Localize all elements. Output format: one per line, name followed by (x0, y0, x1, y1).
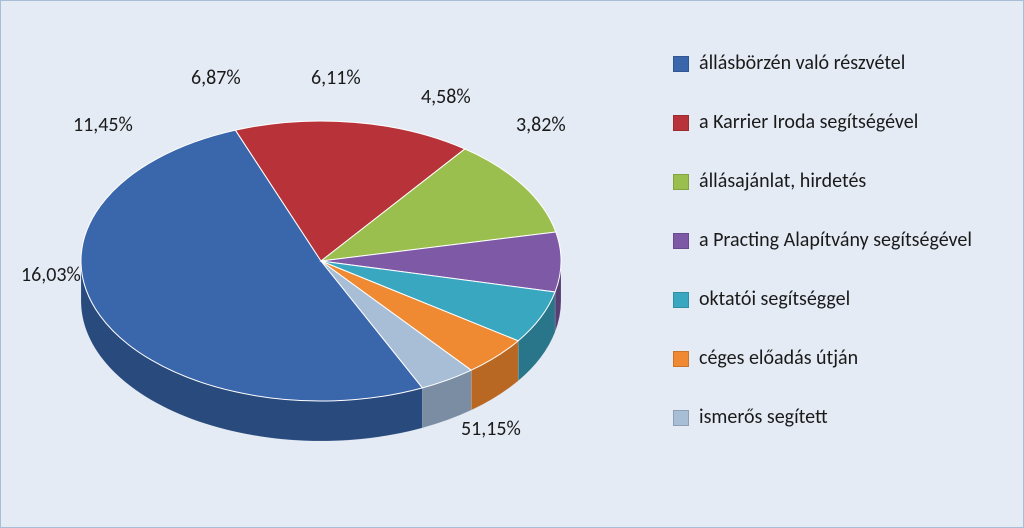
legend-marker (673, 292, 689, 308)
legend-label: oktatói segítséggel (699, 287, 850, 312)
legend-label: ismerős segített (699, 405, 828, 430)
pie-slice-label: 6,11% (311, 66, 361, 90)
legend-marker (673, 174, 689, 190)
legend: állásbörzén való részvétel a Karrier Irod… (673, 51, 983, 464)
legend-label: állásajánlat, hirdetés (699, 169, 866, 194)
legend-marker (673, 115, 689, 131)
pie-slice-label: 6,87% (191, 66, 241, 90)
legend-marker (673, 56, 689, 72)
legend-label: a Karrier Iroda segítségével (699, 110, 918, 135)
legend-label: állásbörzén való részvétel (699, 51, 905, 76)
legend-marker (673, 351, 689, 367)
legend-item: ismerős segített (673, 405, 983, 430)
pie-slice-label: 51,15% (461, 417, 521, 441)
chart-container: 51,15% 16,03% 11,45% 6,87% 6,11% 4,58% 3,82% á… (0, 0, 1024, 528)
legend-item: állásajánlat, hirdetés (673, 169, 983, 194)
legend-item: oktatói segítséggel (673, 287, 983, 312)
pie-slice-label: 16,03% (21, 263, 81, 287)
legend-marker (673, 410, 689, 426)
legend-item: a Karrier Iroda segítségével (673, 110, 983, 135)
legend-item: állásbörzén való részvétel (673, 51, 983, 76)
legend-item: a Practing Alapítvány segítségével (673, 228, 983, 253)
pie-chart: 51,15%16,03%11,45%6,87%6,11%4,58%3,82% (61, 71, 581, 471)
pie-slice-label: 11,45% (73, 113, 133, 137)
legend-label: a Practing Alapítvány segítségével (699, 228, 972, 253)
legend-label: céges előadás útján (699, 346, 858, 371)
legend-marker (673, 233, 689, 249)
legend-item: céges előadás útján (673, 346, 983, 371)
pie-slice-label: 3,82% (516, 113, 566, 137)
pie-slice-label: 4,58% (421, 85, 471, 109)
